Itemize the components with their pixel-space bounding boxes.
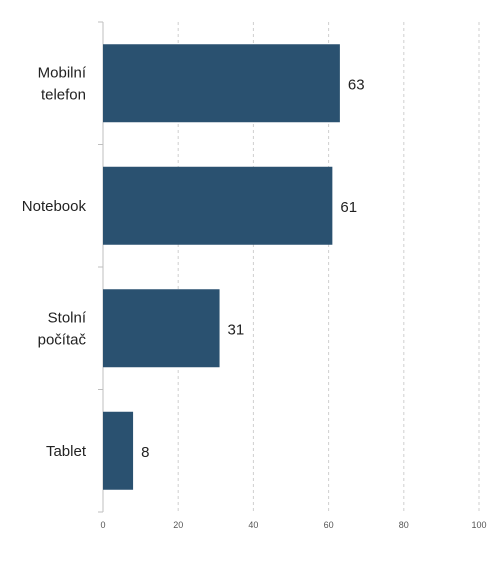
category-label-0: Mobilní telefon [38,64,87,103]
x-tick-label-40: 40 [248,520,258,530]
bars [103,44,340,490]
data-label-0: 63 [348,76,365,93]
category-label-line: počítač [38,331,87,348]
category-label-line: Notebook [22,198,87,215]
data-label-2: 31 [228,321,245,338]
bar-1 [103,166,333,245]
x-tick-label-20: 20 [173,520,183,530]
y-axis [98,21,104,513]
bar-3 [103,411,134,490]
x-tick-label-100: 100 [471,520,486,530]
data-label-1: 61 [340,199,357,216]
data-label-3: 8 [141,444,149,461]
x-tick-labels: 0 20 40 60 80 100 [100,520,486,530]
category-labels: Mobilní telefon Notebook Stolní počítač Table… [22,64,87,460]
category-label-2: Stolní počítač [38,309,87,348]
category-label-1: Notebook [22,198,87,215]
grid-lines [177,22,480,512]
category-label-line: Tablet [46,443,87,460]
x-tick-label-0: 0 [100,520,105,530]
x-tick-label-60: 60 [324,520,334,530]
bar-2 [103,289,220,368]
x-tick-label-80: 80 [399,520,409,530]
category-label-line: Mobilní [38,64,87,81]
category-label-line: telefon [41,86,86,103]
category-label-line: Stolní [48,309,87,326]
data-labels: 63 61 31 8 [141,76,364,461]
category-label-3: Tablet [46,443,87,460]
bar-0 [103,44,340,123]
